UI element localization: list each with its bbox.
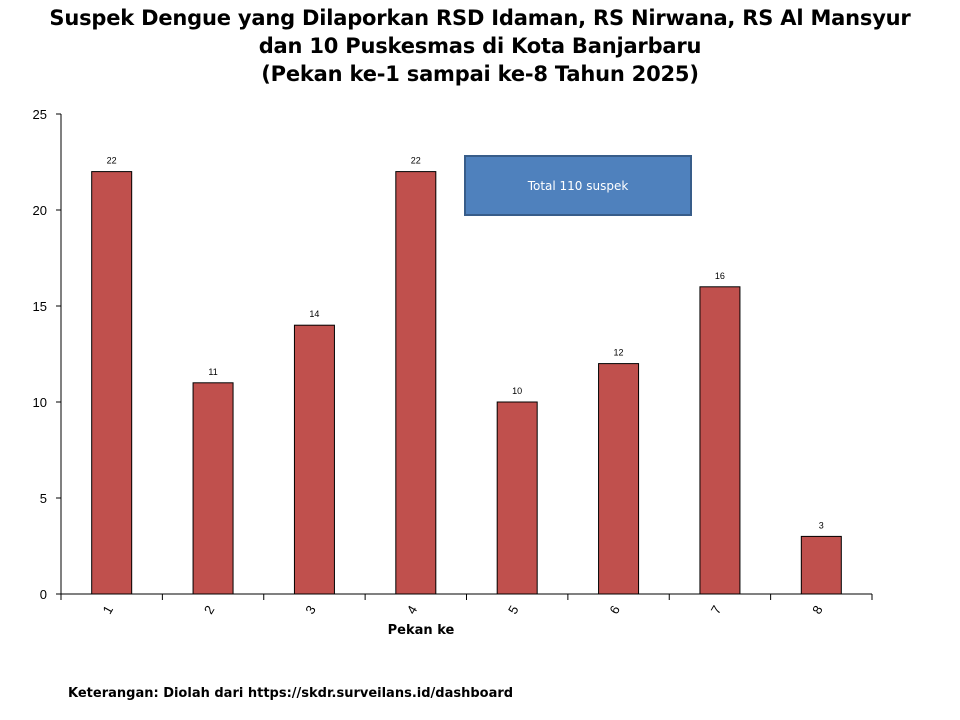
x-tick-label: 6 (606, 603, 623, 617)
data-label: 22 (107, 156, 117, 166)
data-label: 11 (208, 367, 217, 377)
y-tick-label: 10 (33, 395, 47, 410)
bar-pekan-5 (496, 401, 538, 595)
bar-pekan-6 (598, 363, 640, 595)
y-tick-label: 5 (40, 491, 47, 506)
y-tick-label: 15 (33, 299, 47, 314)
data-label: 14 (309, 309, 319, 319)
chart-title: Suspek Dengue yang Dilaporkan RSD Idaman… (0, 4, 960, 88)
data-label: 16 (715, 271, 725, 281)
x-tick-label: 4 (404, 603, 421, 617)
bar-pekan-4 (395, 171, 437, 595)
chart-title-line-3: (Pekan ke-1 sampai ke-8 Tahun 2025) (261, 62, 699, 86)
x-tick-label: 5 (505, 603, 522, 617)
y-tick-label: 25 (33, 107, 47, 122)
chart-title-line-2: dan 10 Puskesmas di Kota Banjarbaru (258, 34, 702, 58)
chart-title-line-1: Suspek Dengue yang Dilaporkan RSD Idaman… (49, 6, 911, 30)
x-axis-label: Pekan ke (387, 623, 455, 638)
data-label: 10 (512, 386, 522, 396)
x-tick-label: 2 (201, 603, 218, 617)
bar-pekan-3 (293, 324, 335, 595)
total-annotation-box: Total 110 suspek (464, 155, 692, 216)
data-label: 22 (411, 156, 421, 166)
bar-pekan-1 (91, 171, 133, 595)
y-tick-label: 20 (33, 203, 47, 218)
total-annotation-text: Total 110 suspek (527, 178, 629, 193)
bar-pekan-8 (800, 535, 842, 595)
x-tick-label: 3 (302, 603, 319, 617)
bar-pekan-2 (192, 382, 234, 595)
data-label: 12 (614, 348, 624, 358)
data-label: 3 (819, 520, 824, 530)
x-tick-label: 8 (809, 603, 826, 617)
source-note: Keterangan: Diolah dari https://skdr.sur… (68, 686, 514, 701)
x-tick-label: 7 (708, 603, 725, 617)
bar-pekan-7 (699, 286, 741, 595)
y-tick-label: 0 (40, 587, 47, 602)
x-tick-label: 1 (99, 603, 116, 617)
